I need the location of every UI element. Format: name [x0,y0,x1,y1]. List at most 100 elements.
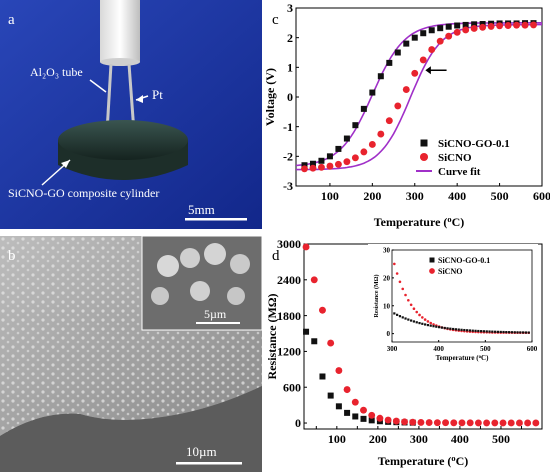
panel-a-photo: a Al₂O₃ tube Pt SiCNO-GO composite cylin… [0,0,262,229]
d-inset-x-tick-label: 400 [433,345,444,353]
d-inset-x-tick-label: 500 [480,345,491,353]
d-inset-point-sicno-go [519,331,522,334]
d-inset-point-sicno [398,280,402,284]
d-point-sicno [483,419,491,427]
c-point-sicno [436,37,444,45]
c-point-sicno-go [301,162,308,169]
d-inset-legend-label: SiCNO-GO-0.1 [438,256,490,265]
c-point-sicno-go [462,21,469,28]
d-point-sicno [343,386,351,394]
d-inset-point-sicno-go [485,330,488,333]
d-inset-point-sicno-go [513,331,516,334]
scale-bar-a [185,218,247,221]
d-inset-y-axis-title: Resistance (MΩ) [373,275,380,318]
d-inset-point-sicno-go [488,330,491,333]
d-inset-point-sicno [404,293,407,297]
d-point-sicno [384,416,392,424]
chart-voltage-temperature: 100 200 300 400 500 600 -3 -2 -1 0 1 2 3c Voltage (V)… [264,1,550,230]
d-x-tick-label: 500 [492,432,510,446]
d-inset-point-sicno-go [454,328,458,331]
d-point-sicno [425,419,433,427]
d-point-sicno [442,419,450,427]
d-inset-point-sicno-go [415,321,418,324]
d-inset-point-sicno-go [527,331,530,334]
d-inset-point-sicno-go [524,331,528,334]
d-point-sicno [499,419,507,427]
d-inset-point-sicno-go [410,319,413,322]
d-point-sicno-go [344,409,351,416]
c-point-sicno-go [377,73,384,80]
c-point-sicno-go [386,59,393,66]
d-inset-point-sicno [423,318,427,321]
c-point-sicno [504,22,512,29]
c-x-tick-label: 400 [448,189,466,203]
c-point-sicno-go [445,23,452,30]
d-point-sicno [507,419,515,427]
d-inset-point-sicno-go [494,330,497,333]
c-legend-label: SiCNO [438,152,472,164]
d-inset-point-sicno-go [474,329,477,332]
d-inset-point-sicno [395,272,399,275]
c-point-sicno-go [454,22,461,29]
d-inset-legend-swatch [429,268,435,274]
c-point-sicno [496,22,504,30]
d-inset-point-sicno-go [471,329,474,332]
c-point-sicno-go [352,122,359,129]
chart-resistance-temperature: 100 200 300 400 50006001200180024003000dResi… [265,237,543,469]
c-point-sicno-go [360,105,367,112]
d-inset-x-tick-label: 600 [527,345,538,353]
d-inset-y-tick-label: 20 [383,274,391,282]
d-inset-point-sicno-go [457,328,460,331]
d-inset-point-sicno-go [491,330,494,333]
d-inset-point-sicno [426,320,430,323]
c-point-sicno [343,158,351,166]
d-inset-point-sicno-go [477,329,480,333]
d-inset-point-sicno [418,313,421,317]
d-inset-point-sicno-go [398,315,402,318]
d-inset-point-sicno-go [508,331,511,334]
c-point-sicno-go [420,30,427,37]
d-x-axis-title: Temperature (oC) [378,454,469,469]
panel-b-sem: b 5µm 10µm [0,236,262,472]
c-point-sicno [530,21,537,29]
d-inset-x-tick-label: 300 [387,345,398,353]
alumina-tube [100,0,140,62]
d-point-sicno [409,418,417,426]
c-y-tick-label: 1 [287,61,293,75]
c-point-sicno [513,21,521,29]
d-point-sicno [401,418,408,426]
d-inset-point-sicno-go [502,330,505,334]
d-inset-legend-label: SiCNO [438,267,462,276]
c-x-tick-label: 100 [321,189,339,203]
c-y-tick-label: 3 [287,1,293,15]
c-point-sicno [453,28,461,36]
scale-label-b: 10µm [186,444,217,459]
d-point-sicno [351,398,359,406]
c-point-sicno-go [335,145,342,152]
c-legend-label: SiCNO-GO-0.1 [438,138,510,150]
sem-image: b 5µm 10µm [0,236,262,472]
c-point-sicno [487,22,495,30]
panel-label-c: c [272,12,279,28]
c-y-tick-label: -2 [283,150,293,164]
d-inset-point-sicno-go [421,322,424,325]
d-inset-point-sicno-go [510,331,514,334]
d-inset-point-sicno-go [466,329,469,332]
d-inset-point-sicno-go [516,331,519,334]
c-x-axis-title: Temperature (oC) [374,215,465,230]
d-inset-point-sicno-go [438,326,441,329]
c-x-tick-label: 500 [491,189,509,203]
cylinder-label: SiCNO-GO composite cylinder [8,186,159,200]
d-inset-point-sicno-go [499,330,502,334]
d-point-sicno [433,419,441,427]
d-inset-point-sicno [401,287,405,291]
c-legend-swatch [419,152,429,162]
d-y-tick-label: 1800 [277,309,301,323]
panel-label-d: d [272,248,280,264]
d-y-axis-title: Resistance (MΩ) [265,294,279,380]
c-point-sicno-go [437,25,444,32]
d-x-tick-label: 200 [369,432,387,446]
d-inset-point-sicno-go [412,320,416,323]
c-point-sicno [360,148,368,156]
d-inset-point-sicno [421,316,424,319]
